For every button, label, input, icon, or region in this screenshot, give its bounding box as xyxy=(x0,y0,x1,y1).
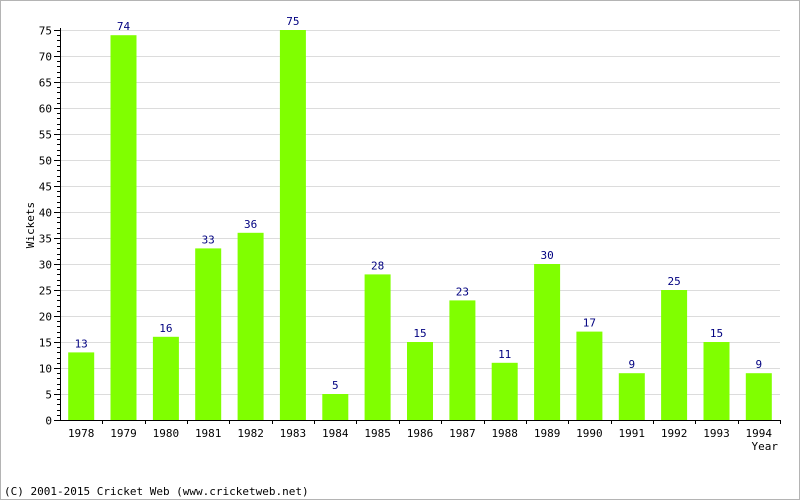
bar xyxy=(279,30,306,420)
data-label: 15 xyxy=(710,327,723,340)
bar xyxy=(618,373,645,420)
bar xyxy=(322,394,349,420)
y-tick-label: 75 xyxy=(39,25,52,38)
data-label: 17 xyxy=(583,317,596,330)
x-tick-label: 1986 xyxy=(407,427,434,440)
bar xyxy=(491,362,518,420)
y-tick-label: 40 xyxy=(39,207,52,220)
y-tick-label: 50 xyxy=(39,155,52,168)
y-tick-label: 0 xyxy=(45,415,52,428)
data-label: 33 xyxy=(202,233,215,246)
data-label: 75 xyxy=(286,15,299,28)
bar xyxy=(68,352,95,420)
data-label: 23 xyxy=(456,285,469,298)
x-tick-label: 1989 xyxy=(534,427,561,440)
x-tick-label: 1984 xyxy=(322,427,349,440)
y-tick-label: 10 xyxy=(39,363,52,376)
data-label: 11 xyxy=(498,348,511,361)
y-tick-label: 70 xyxy=(39,51,52,64)
bar xyxy=(152,336,179,420)
data-label: 5 xyxy=(332,379,339,392)
y-tick-label: 20 xyxy=(39,311,52,324)
data-label: 36 xyxy=(244,218,257,231)
data-label: 74 xyxy=(117,20,131,33)
bar xyxy=(703,342,730,420)
y-tick-label: 55 xyxy=(39,129,52,142)
x-tick-label: 1978 xyxy=(68,427,95,440)
x-tick-label: 1983 xyxy=(280,427,307,440)
y-tick-label: 35 xyxy=(39,233,52,246)
bar xyxy=(195,248,222,420)
x-tick-label: 1993 xyxy=(703,427,730,440)
data-label: 30 xyxy=(540,249,553,262)
x-tick-label: 1988 xyxy=(491,427,518,440)
bar xyxy=(407,342,433,420)
data-label: 25 xyxy=(667,275,680,288)
x-tick-label: 1991 xyxy=(619,427,646,440)
y-tick-label: 25 xyxy=(39,285,52,298)
bar xyxy=(364,274,391,420)
x-tick-label: 1982 xyxy=(237,427,264,440)
x-tick-label: 1994 xyxy=(746,427,773,440)
x-tick-label: 1980 xyxy=(153,427,180,440)
x-tick-label: 1985 xyxy=(364,427,391,440)
x-tick-label: 1981 xyxy=(195,427,222,440)
bar xyxy=(449,300,476,420)
data-label: 9 xyxy=(755,358,762,371)
data-label: 15 xyxy=(413,327,426,340)
copyright-footer: (C) 2001-2015 Cricket Web (www.cricketwe… xyxy=(4,485,309,498)
bar xyxy=(745,373,772,420)
bar xyxy=(237,232,264,420)
bar xyxy=(661,290,688,420)
y-tick-label: 65 xyxy=(39,77,52,90)
x-tick-label: 1992 xyxy=(661,427,688,440)
x-tick-label: 1990 xyxy=(576,427,603,440)
y-tick-label: 15 xyxy=(39,337,52,350)
data-label: 9 xyxy=(628,358,635,371)
data-label: 28 xyxy=(371,259,384,272)
bar xyxy=(576,331,603,420)
y-tick-label: 5 xyxy=(45,389,52,402)
x-axis-title: Year xyxy=(752,440,779,453)
y-tick-label: 45 xyxy=(39,181,52,194)
y-tick-label: 30 xyxy=(39,259,52,272)
bar xyxy=(534,264,561,420)
y-tick-label: 60 xyxy=(39,103,52,116)
data-label: 16 xyxy=(159,322,172,335)
bar xyxy=(110,35,137,420)
x-tick-label: 1979 xyxy=(110,427,137,440)
x-tick-label: 1987 xyxy=(449,427,476,440)
y-axis-title: Wickets xyxy=(24,202,37,248)
data-label: 13 xyxy=(75,337,88,350)
